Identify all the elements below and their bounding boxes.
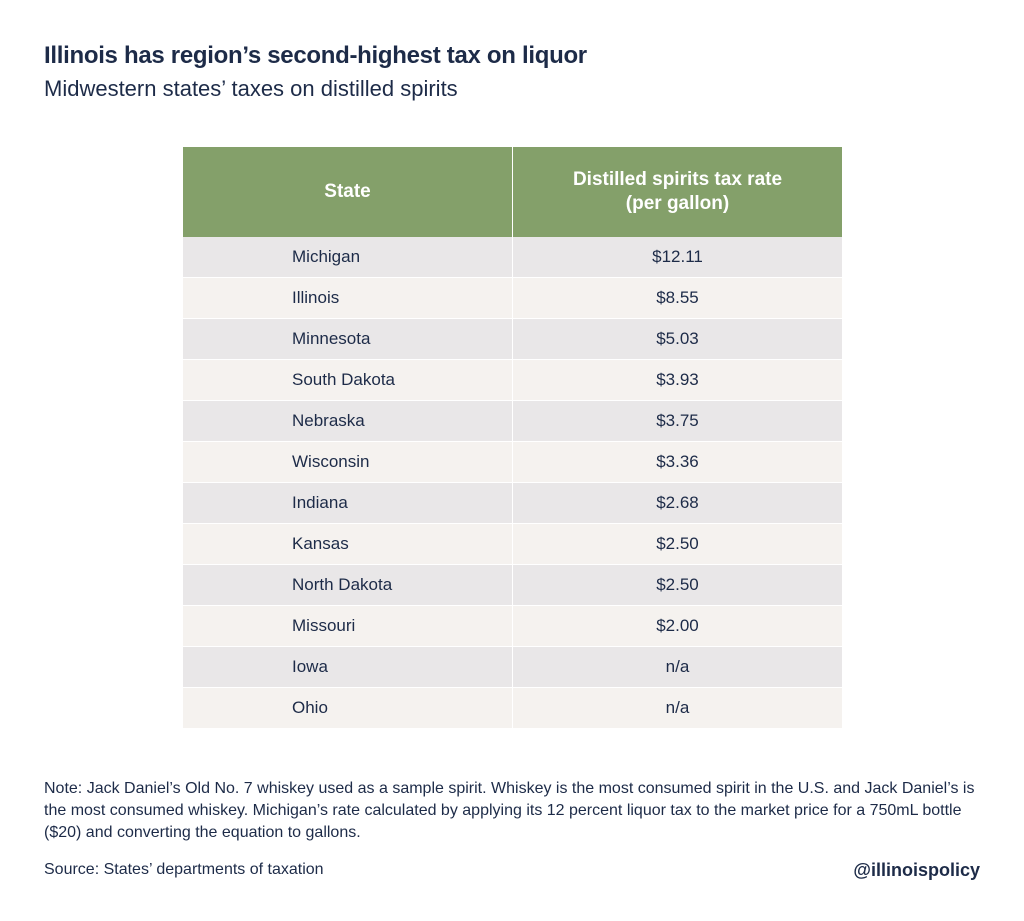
state-cell: Nebraska xyxy=(183,400,513,442)
page-title: Illinois has region’s second-highest tax… xyxy=(44,42,587,69)
tax-rate-cell: $3.36 xyxy=(512,441,842,483)
state-cell: South Dakota xyxy=(183,359,513,401)
tax-rate-cell: $3.75 xyxy=(512,400,842,442)
table-row: Nebraska $3.75 xyxy=(183,400,842,442)
tax-rate-cell: n/a xyxy=(512,646,842,688)
social-handle: @illinoispolicy xyxy=(853,860,980,880)
state-cell: Iowa xyxy=(183,646,513,688)
state-cell: Missouri xyxy=(183,605,513,647)
source: Source: States’ departments of taxation xyxy=(44,861,324,878)
footnote: Note: Jack Daniel’s Old No. 7 whiskey us… xyxy=(44,780,975,841)
tax-rate-cell: $2.00 xyxy=(512,605,842,647)
table-header-row: State Distilled spirits tax rate (per ga… xyxy=(183,147,842,237)
table-row: Kansas $2.50 xyxy=(183,523,842,565)
tax-rate-cell: $12.11 xyxy=(512,237,842,278)
table-row: Minnesota $5.03 xyxy=(183,318,842,360)
header-tax-rate: Distilled spirits tax rate (per gallon) xyxy=(512,147,842,237)
state-cell: Indiana xyxy=(183,482,513,524)
state-cell: Illinois xyxy=(183,277,513,319)
tax-rate-cell: n/a xyxy=(512,687,842,729)
header-tax-rate-line1: Distilled spirits tax rate xyxy=(572,169,783,190)
tax-rate-cell: $5.03 xyxy=(512,318,842,360)
tax-rate-cell: $2.50 xyxy=(512,564,842,606)
table-row: Wisconsin $3.36 xyxy=(183,441,842,483)
table-row: Ohio n/a xyxy=(183,687,842,729)
table-row: Indiana $2.68 xyxy=(183,482,842,524)
tax-table: State Distilled spirits tax rate (per ga… xyxy=(183,147,842,729)
table-row: North Dakota $2.50 xyxy=(183,564,842,606)
header-tax-rate-line2: (per gallon) xyxy=(625,193,730,214)
state-cell: North Dakota xyxy=(183,564,513,606)
table-row: Missouri $2.00 xyxy=(183,605,842,647)
table-row: Iowa n/a xyxy=(183,646,842,688)
state-cell: Kansas xyxy=(183,523,513,565)
header-state: State xyxy=(183,147,513,237)
tax-rate-cell: $2.50 xyxy=(512,523,842,565)
tax-rate-cell: $3.93 xyxy=(512,359,842,401)
table-row: South Dakota $3.93 xyxy=(183,359,842,401)
state-cell: Wisconsin xyxy=(183,441,513,483)
state-cell: Michigan xyxy=(183,237,513,278)
table-row: Illinois $8.55 xyxy=(183,277,842,319)
page-subtitle: Midwestern states’ taxes on distilled sp… xyxy=(44,76,458,101)
state-cell: Minnesota xyxy=(183,318,513,360)
table-row: Michigan $12.11 xyxy=(183,237,842,278)
tax-rate-cell: $8.55 xyxy=(512,277,842,319)
tax-rate-cell: $2.68 xyxy=(512,482,842,524)
state-cell: Ohio xyxy=(183,687,513,729)
